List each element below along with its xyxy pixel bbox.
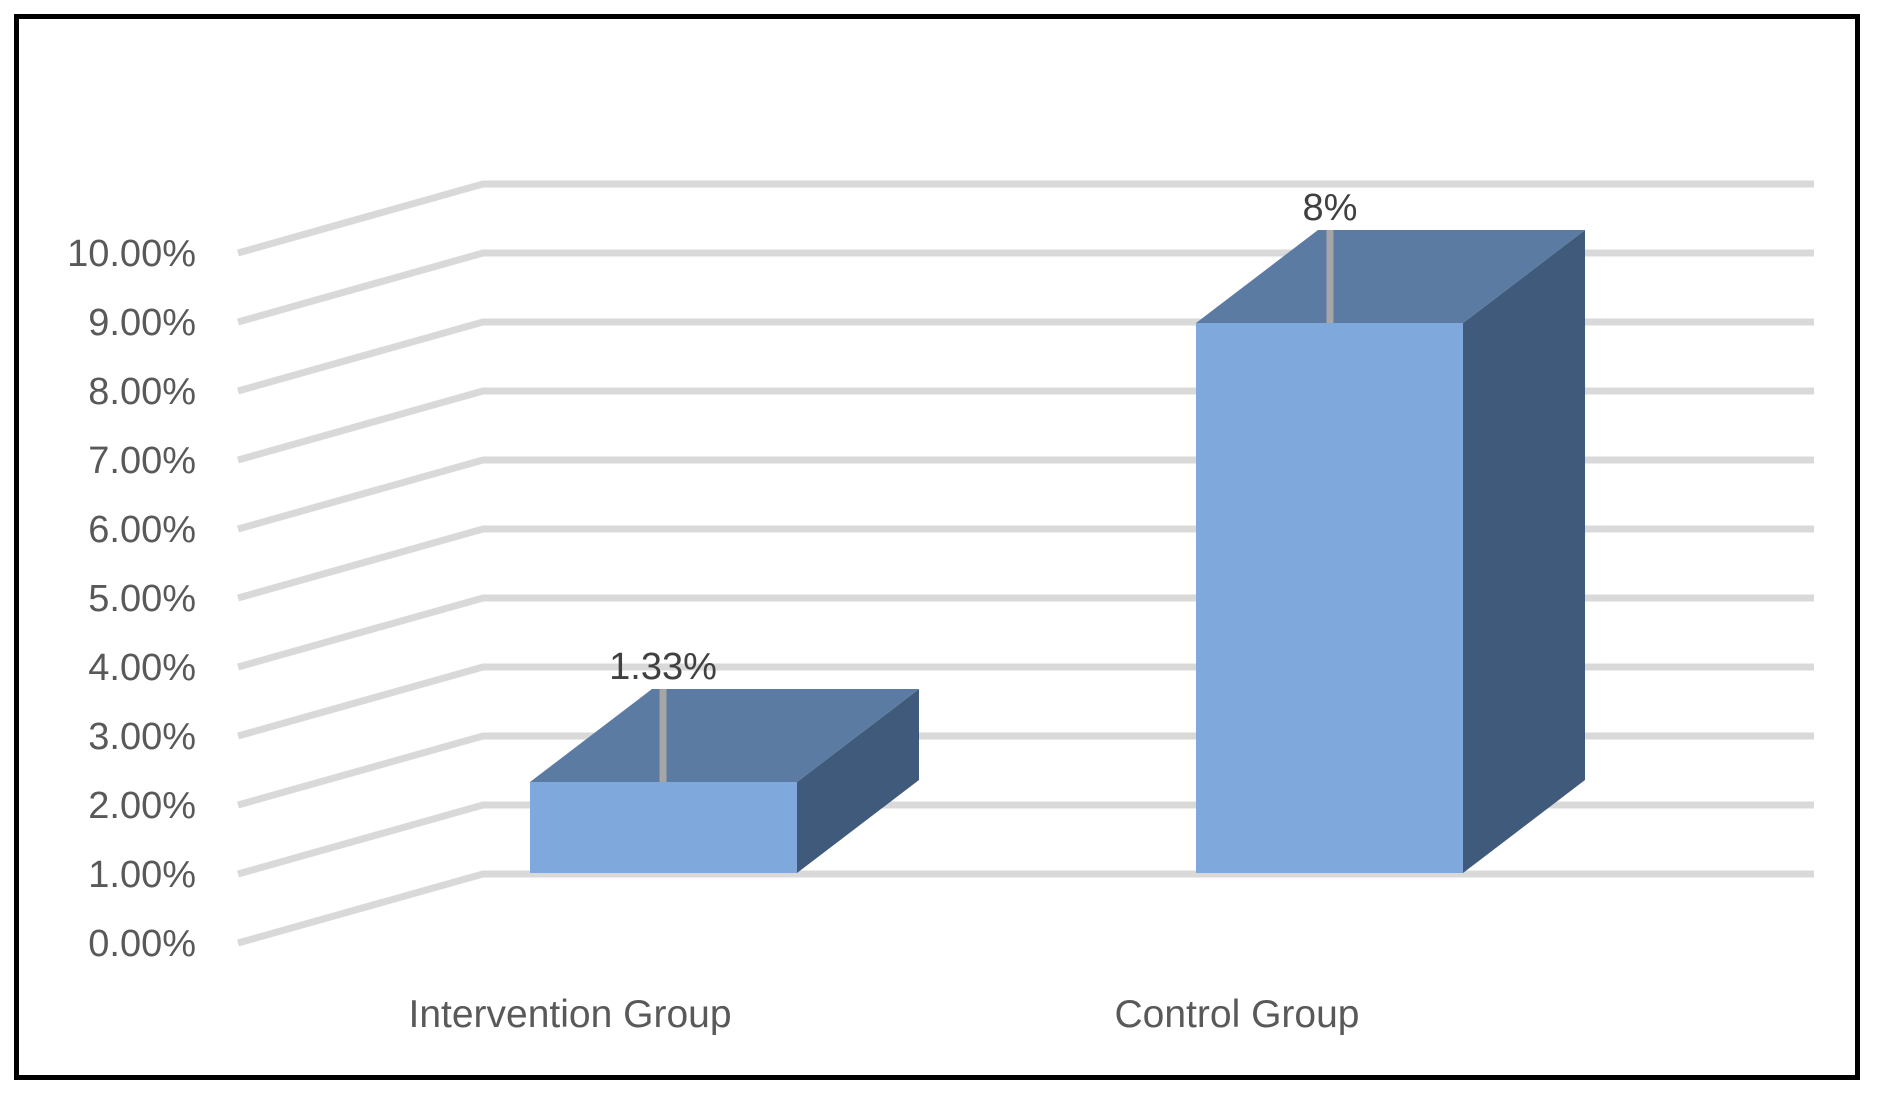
bar-front-1 (1196, 323, 1463, 873)
y-tick-label-7: 7.00% (88, 440, 196, 482)
y-tick-label-6: 6.00% (88, 509, 196, 551)
bars (530, 230, 1585, 873)
y-tick-label-2: 2.00% (88, 785, 196, 827)
y-tick-label-3: 3.00% (88, 716, 196, 758)
bar-side-1 (1463, 230, 1585, 873)
data-labels: 1.33% 8% (609, 187, 1357, 688)
category-label-1: Control Group (1115, 993, 1360, 1036)
y-tick-label-10: 10.00% (67, 233, 196, 275)
y-axis-tick-labels: 0.00% 1.00% 2.00% 3.00% 4.00% 5.00% 6.00% 7.00%… (67, 233, 196, 965)
bar-side-0 (797, 689, 919, 873)
bar-top-0 (530, 689, 919, 782)
gridline-1 (237, 801, 1814, 878)
y-tick-label-1: 1.00% (88, 854, 196, 896)
x-axis-category-labels: Intervention Group Control Group (408, 993, 1359, 1036)
data-label-0: 1.33% (609, 646, 717, 688)
bar-top-1 (1196, 230, 1585, 323)
gridline-0 (237, 870, 1814, 947)
y-tick-label-5: 5.00% (88, 578, 196, 620)
bar-front-0 (530, 782, 797, 873)
bar-1 (1196, 230, 1585, 873)
gridline-10 (237, 180, 1814, 257)
y-tick-label-0: 0.00% (88, 923, 196, 965)
bar-0 (530, 689, 919, 873)
y-tick-label-4: 4.00% (88, 647, 196, 689)
category-label-0: Intervention Group (408, 993, 731, 1036)
y-tick-label-8: 8.00% (88, 371, 196, 413)
data-label-1: 8% (1303, 187, 1358, 229)
y-tick-label-9: 9.00% (88, 302, 196, 344)
